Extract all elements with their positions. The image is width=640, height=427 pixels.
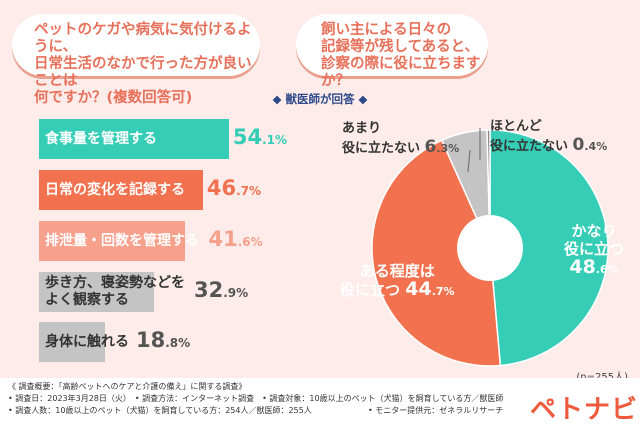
bar: [39, 322, 105, 362]
bar: [39, 221, 186, 261]
footer-line: • 調査日：2023年3月28日（火） • 調査方法：インターネット調査 • 調…: [8, 394, 504, 403]
footer-line: • 調査人数：10歳以上のペット（犬猫）を飼育している方：254人／獣医師：25…: [8, 406, 312, 415]
q2-line: 飼い主による日々の: [321, 22, 452, 38]
footer-line: 《 調査概要：「高齢ペットへのケアと介護の備え」に関する調査》: [8, 382, 247, 391]
leader-line: [467, 149, 471, 173]
bar-value: 41.6%: [208, 227, 263, 251]
pie-label: ある程度は 役に立つ 44.7%: [340, 262, 455, 300]
bar-value: 32.9%: [194, 278, 249, 302]
bar-label: 食事量を管理する: [45, 130, 157, 147]
q1-line: 日常生活のなかで行った方が良いことは: [34, 56, 252, 89]
logo: ペトナビ: [530, 395, 639, 425]
q2-line: 記録等が残してあると、: [321, 39, 480, 55]
q1-line: 何ですか？(複数回答可): [34, 90, 193, 106]
sample-size: (n=255人): [576, 368, 628, 383]
donut-hole: [457, 215, 523, 281]
bar-value: 54.1%: [232, 125, 288, 149]
footer-line: • モニター提供元：ゼネラルリサーチ: [368, 406, 504, 415]
pie-label: かなり 役に立つ 48.6%: [563, 222, 624, 278]
bar: [39, 272, 155, 312]
pie-label: あまり 役に立たない 6.3%: [342, 121, 460, 157]
pie-slice: [489, 129, 609, 367]
subtitle: ◆ 獣医師が回答 ◆: [272, 92, 368, 106]
bar-label: 排泄量・回数を管理する: [45, 232, 199, 249]
bar-value: 18.8%: [136, 328, 191, 352]
bar-label: 歩き方、寝姿勢などを よく観察する: [45, 275, 185, 308]
q2-line: 診察の際に役に立ちますか？: [321, 56, 481, 89]
bar-label: 身体に触れる: [45, 333, 129, 350]
q1-line: ペットのケガや病気に気付けるように、: [34, 22, 252, 55]
bar: [39, 170, 203, 210]
footer: 《 調査概要：「高齢ペットへのケアと介護の備え」に関する調査》 • 調査日：20…: [0, 378, 640, 427]
bar-value: 46.7%: [206, 176, 262, 200]
pie-slice: [371, 139, 502, 367]
question-1: ペットのケガや病気に気付けるように、 日常生活のなかで行った方が良いことは 何で…: [12, 14, 260, 106]
question-2: 飼い主による日々の 記録等が残してあると、 診察の際に役に立ちますか？: [296, 14, 488, 89]
bar: [39, 119, 229, 159]
bar-label: 日常の変化を記録する: [45, 181, 185, 198]
pie-label: ほとんど 役に立たない 0.4%: [490, 119, 608, 155]
